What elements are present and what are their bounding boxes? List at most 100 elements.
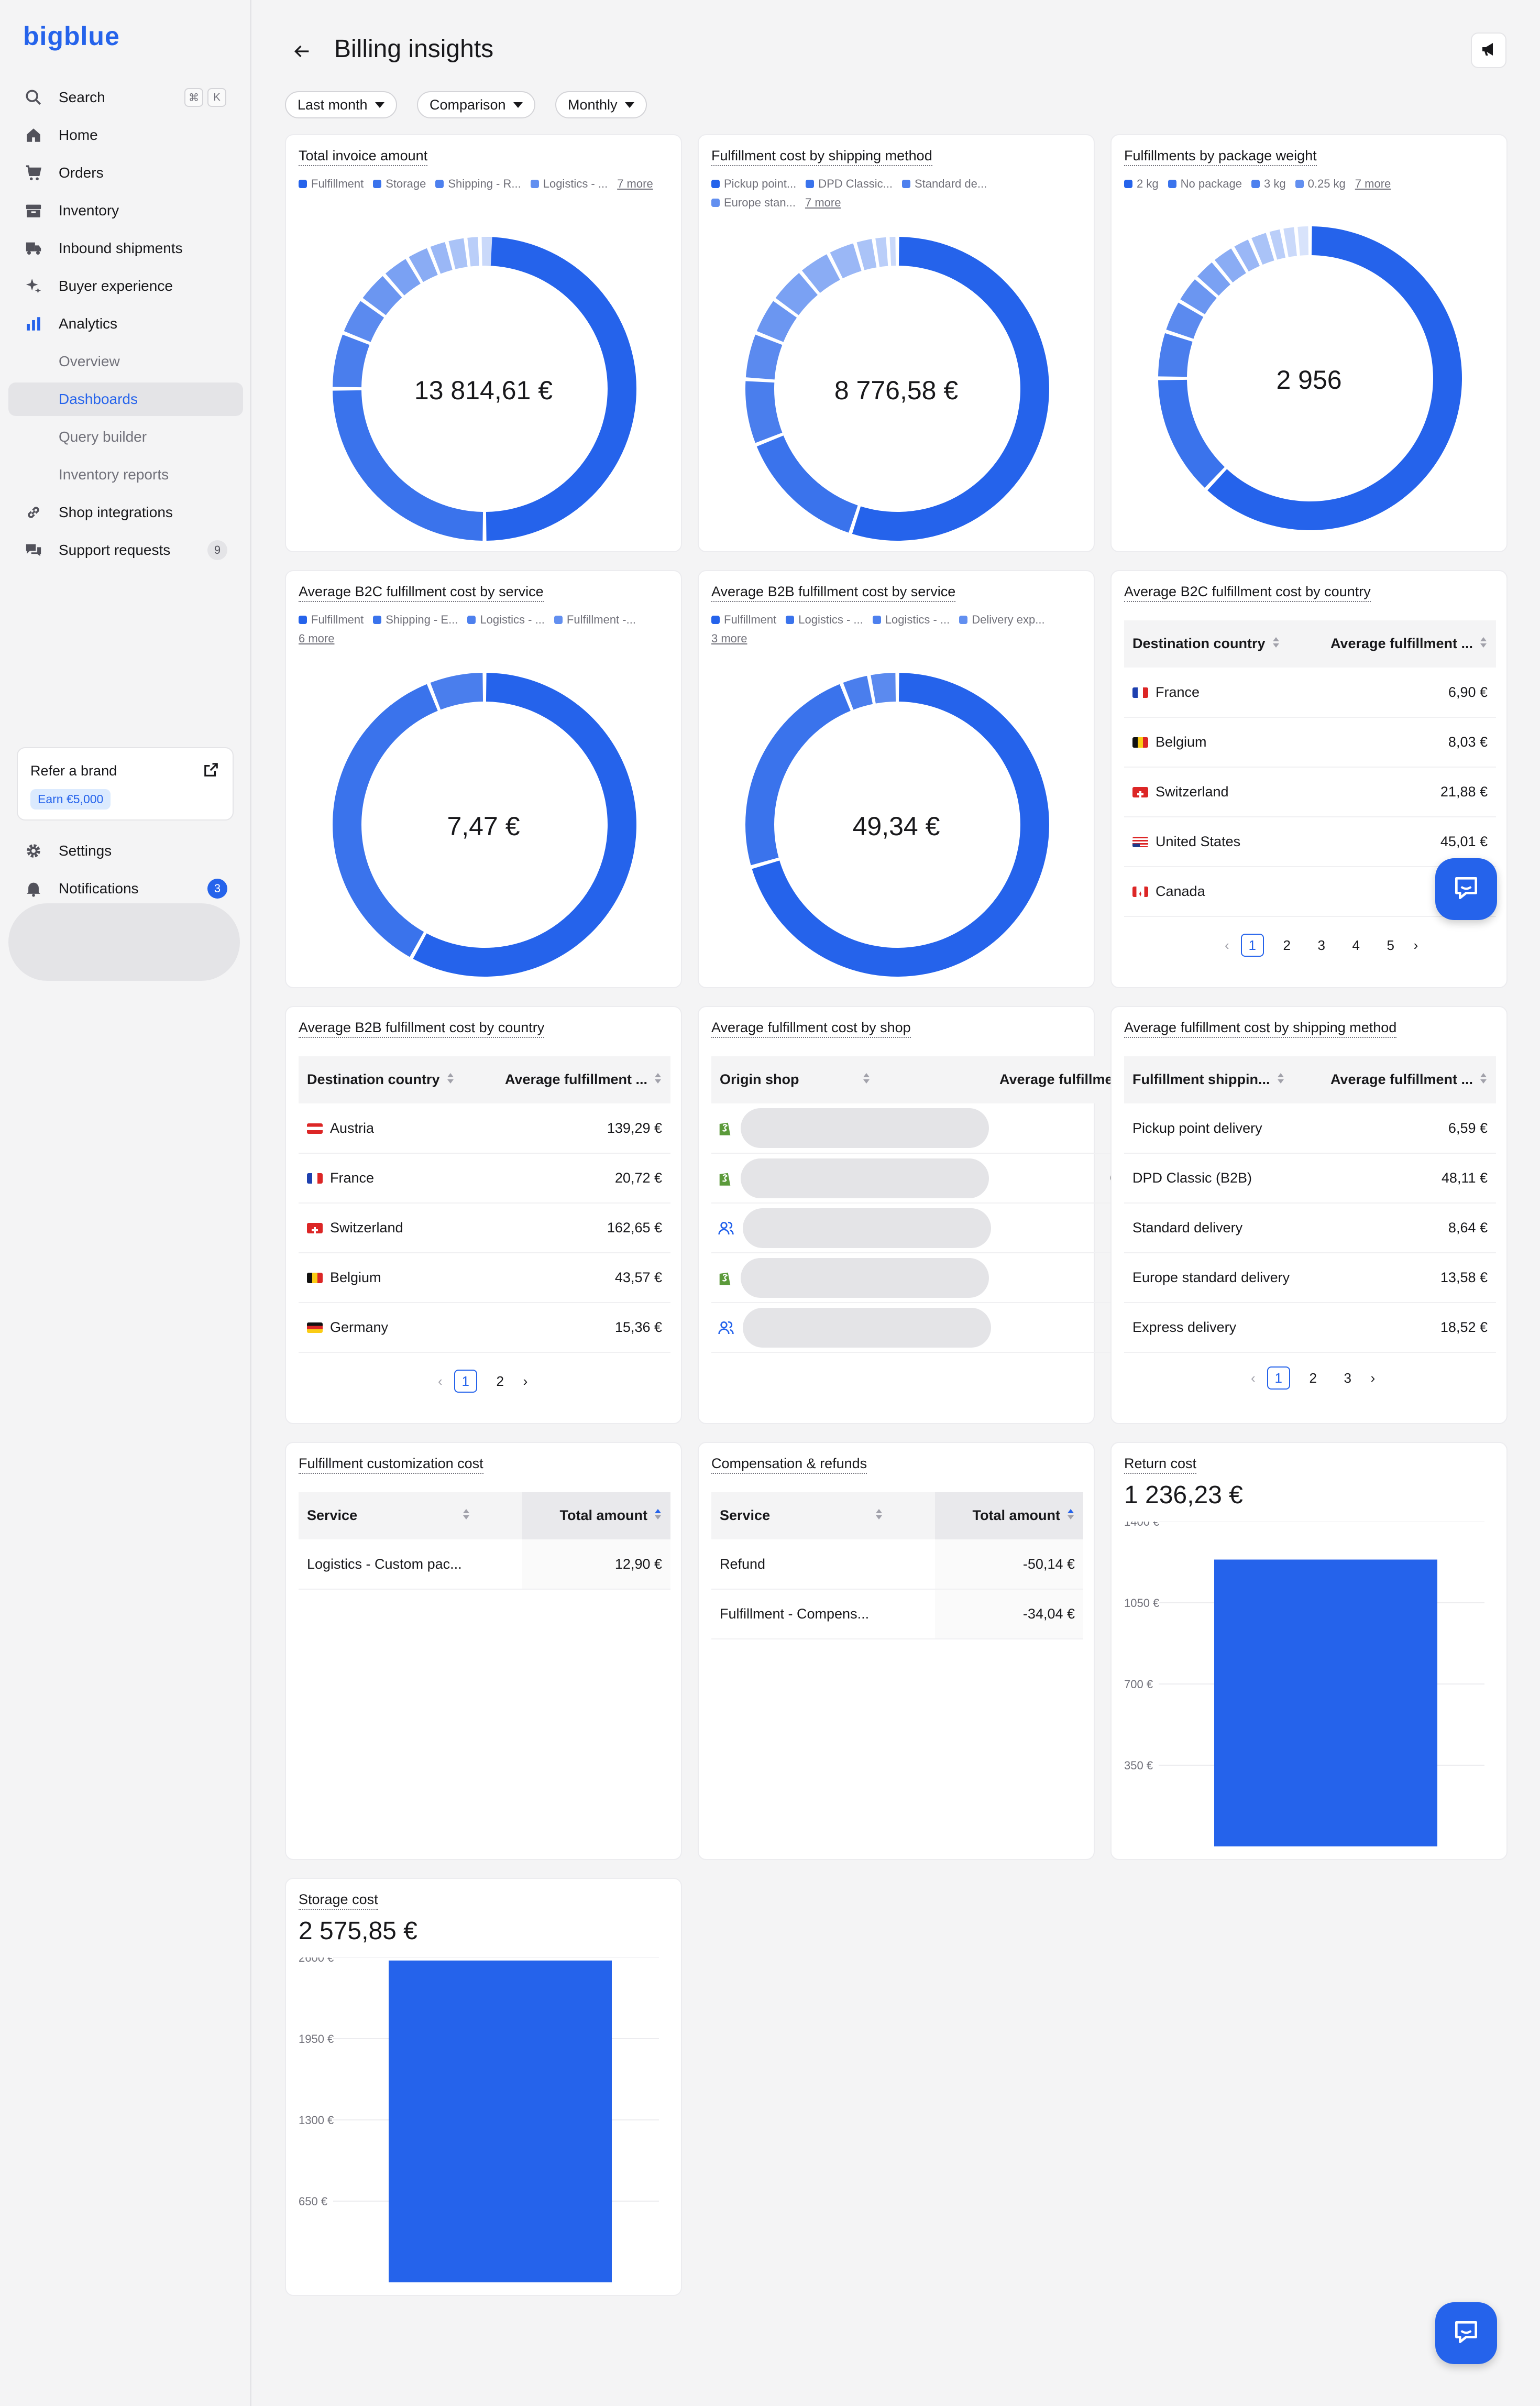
page-button[interactable]: 3 <box>1317 937 1325 953</box>
donut-segment[interactable] <box>1166 302 1204 339</box>
card-title[interactable]: Average B2B fulfillment cost by service <box>711 584 956 602</box>
sidebar-item-search[interactable]: Search ⌘ K <box>8 81 243 114</box>
sort-icon[interactable] <box>1479 636 1488 652</box>
page-button[interactable]: 1 <box>1267 1366 1290 1390</box>
legend-item[interactable]: Logistics - ... <box>786 613 863 627</box>
sort-icon[interactable] <box>875 1508 883 1524</box>
donut-segment[interactable] <box>843 675 873 710</box>
legend-item[interactable]: Fulfillment <box>299 177 364 191</box>
donut-chart[interactable] <box>327 668 642 982</box>
sidebar-subitem-inventory-reports[interactable]: Inventory reports <box>8 458 243 491</box>
column-header[interactable]: Destination country <box>299 1056 479 1103</box>
sidebar-item-buyer-experience[interactable]: Buyer experience <box>8 269 243 303</box>
donut-segment[interactable] <box>1234 239 1260 272</box>
card-title[interactable]: Return cost <box>1124 1456 1197 1474</box>
sort-icon[interactable] <box>1479 1072 1488 1088</box>
donut-segment[interactable] <box>413 673 636 977</box>
card-title[interactable]: Fulfillment customization cost <box>299 1456 483 1474</box>
donut-segment[interactable] <box>1180 279 1217 314</box>
donut-segment[interactable] <box>1214 248 1246 283</box>
donut-chart[interactable] <box>327 232 642 546</box>
donut-segment[interactable] <box>871 673 896 704</box>
sort-icon[interactable] <box>446 1072 455 1088</box>
legend-item[interactable]: Logistics - ... <box>467 613 545 627</box>
storage-cost-bar-chart[interactable]: 2600 € 1950 € 1300 € 650 € <box>286 1957 683 2293</box>
legend-more-link[interactable]: 3 more <box>711 632 747 645</box>
donut-segment[interactable] <box>745 684 851 866</box>
legend-item[interactable]: Fulfillment -... <box>554 613 636 627</box>
sidebar-item-analytics[interactable]: Analytics <box>8 307 243 341</box>
table-row[interactable]: Pickup point delivery 6,59 € <box>1124 1103 1496 1154</box>
sidebar-item-shop-integrations[interactable]: Shop integrations <box>8 496 243 529</box>
legend-item[interactable]: Fulfillment <box>299 613 364 627</box>
sort-icon[interactable] <box>1277 1072 1285 1088</box>
help-chat-button[interactable] <box>1435 2302 1497 2364</box>
table-row[interactable]: United States 45,01 € <box>1124 817 1496 867</box>
table-row[interactable]: Europe standard delivery 13,58 € <box>1124 1253 1496 1303</box>
sort-icon[interactable] <box>1272 636 1280 652</box>
table-row[interactable]: Standard delivery 8,64 € <box>1124 1203 1496 1253</box>
donut-segment[interactable] <box>801 254 840 293</box>
page-button[interactable]: 1 <box>1240 934 1264 957</box>
sort-icon[interactable] <box>462 1508 470 1524</box>
page-button[interactable]: 3 <box>1344 1370 1351 1386</box>
legend-more-link[interactable]: 7 more <box>1355 177 1391 190</box>
donut-segment[interactable] <box>889 237 896 266</box>
donut-chart[interactable] <box>1153 221 1467 535</box>
legend-item[interactable]: Standard de... <box>901 177 987 191</box>
legend-item[interactable]: Pickup point... <box>711 177 796 191</box>
table-row[interactable]: 67,98 € <box>711 1153 1165 1204</box>
legend-item[interactable]: Europe stan... <box>711 196 796 210</box>
donut-chart[interactable] <box>740 668 1054 982</box>
column-header[interactable]: Service <box>711 1492 936 1539</box>
donut-segment[interactable] <box>1269 229 1286 260</box>
legend-item[interactable]: Fulfillment <box>711 613 776 627</box>
column-header[interactable]: Destination country <box>1124 620 1305 668</box>
table-row[interactable]: 0,00 € <box>711 1303 1165 1353</box>
return-cost-bar-chart[interactable]: 1400 € 1050 € 700 € 350 € <box>1112 1522 1509 1857</box>
table-row[interactable]: Belgium 8,03 € <box>1124 717 1496 768</box>
legend-more-link[interactable]: 6 more <box>299 632 335 645</box>
prev-page-icon[interactable]: ‹ <box>438 1373 443 1389</box>
card-title[interactable]: Fulfillment cost by shipping method <box>711 148 932 166</box>
card-title[interactable]: Total invoice amount <box>299 148 428 166</box>
donut-segment[interactable] <box>481 237 492 266</box>
legend-item[interactable]: 3 kg <box>1251 177 1286 191</box>
donut-segment[interactable] <box>745 381 783 443</box>
table-row[interactable]: 7,47 € <box>711 1103 1165 1154</box>
sort-icon[interactable] <box>862 1072 871 1088</box>
legend-item[interactable]: Delivery exp... <box>959 613 1045 627</box>
table-row[interactable]: France 20,72 € <box>299 1153 670 1204</box>
legend-item[interactable]: Storage <box>373 177 426 191</box>
donut-segment[interactable] <box>362 276 402 315</box>
page-button[interactable]: 5 <box>1387 937 1394 953</box>
sort-desc-icon[interactable] <box>1066 1508 1075 1524</box>
donut-segment[interactable] <box>486 237 637 541</box>
donut-chart[interactable] <box>740 232 1054 546</box>
legend-item[interactable]: 0.25 kg <box>1295 177 1346 191</box>
donut-segment[interactable] <box>333 334 370 388</box>
sidebar-subitem-overview[interactable]: Overview <box>8 345 243 378</box>
sidebar-subitem-dashboards[interactable]: Dashboards <box>8 382 243 416</box>
refer-a-brand-card[interactable]: Refer a brand Earn €5,000 <box>17 747 234 821</box>
donut-segment[interactable] <box>875 237 888 267</box>
donut-segment[interactable] <box>385 259 421 296</box>
legend-item[interactable]: No package <box>1168 177 1242 191</box>
legend-item[interactable]: Shipping - E... <box>373 613 458 627</box>
sidebar-item-orders[interactable]: Orders <box>8 156 243 190</box>
column-header[interactable]: Average fulfillment ... <box>1310 1056 1496 1103</box>
granularity-filter[interactable]: Monthly <box>555 91 647 118</box>
table-row[interactable]: Switzerland 21,88 € <box>1124 767 1496 817</box>
donut-segment[interactable] <box>1297 226 1309 256</box>
donut-segment[interactable] <box>333 684 438 957</box>
bar[interactable] <box>389 1960 612 2282</box>
page-button[interactable]: 4 <box>1352 937 1360 953</box>
donut-segment[interactable] <box>409 248 438 282</box>
donut-segment[interactable] <box>775 272 818 315</box>
sidebar-item-support-requests[interactable]: Support requests 9 <box>8 533 243 567</box>
legend-more-link[interactable]: 7 more <box>617 177 653 190</box>
donut-segment[interactable] <box>1158 379 1225 488</box>
legend-item[interactable]: Logistics - ... <box>872 613 950 627</box>
next-page-icon[interactable]: › <box>1413 937 1418 953</box>
donut-segment[interactable] <box>344 301 384 342</box>
